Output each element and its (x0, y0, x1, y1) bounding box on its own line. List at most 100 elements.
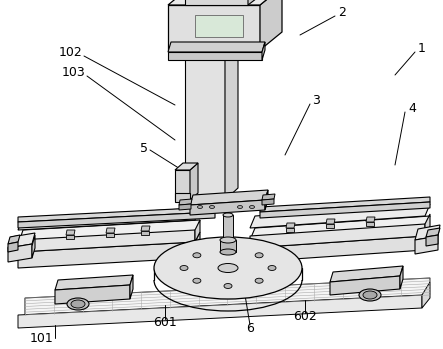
Ellipse shape (193, 278, 201, 283)
Polygon shape (185, 0, 248, 5)
Polygon shape (168, 42, 265, 52)
Bar (195, 15, 243, 37)
Polygon shape (18, 295, 422, 328)
Polygon shape (223, 215, 233, 240)
Polygon shape (168, 52, 262, 60)
Polygon shape (425, 226, 430, 250)
Text: 602: 602 (293, 310, 317, 322)
Ellipse shape (210, 206, 214, 208)
Text: 102: 102 (58, 45, 82, 59)
Polygon shape (179, 204, 191, 210)
Ellipse shape (359, 289, 381, 301)
Ellipse shape (193, 253, 201, 258)
Polygon shape (262, 199, 274, 205)
Ellipse shape (363, 291, 377, 299)
Polygon shape (260, 0, 282, 50)
Ellipse shape (218, 263, 238, 273)
Polygon shape (190, 200, 265, 215)
Polygon shape (130, 275, 133, 299)
Polygon shape (8, 242, 18, 252)
Ellipse shape (255, 278, 263, 283)
Polygon shape (18, 242, 195, 268)
Polygon shape (286, 223, 295, 228)
Polygon shape (262, 194, 275, 200)
Polygon shape (248, 0, 265, 5)
Polygon shape (195, 232, 200, 258)
Polygon shape (106, 233, 114, 237)
Text: 1: 1 (418, 42, 426, 54)
Polygon shape (141, 226, 150, 231)
Polygon shape (8, 233, 35, 248)
Polygon shape (18, 207, 215, 222)
Ellipse shape (220, 249, 236, 255)
Polygon shape (265, 190, 268, 210)
Polygon shape (260, 202, 430, 218)
Ellipse shape (237, 206, 242, 208)
Polygon shape (179, 199, 192, 205)
Polygon shape (106, 228, 115, 233)
Polygon shape (286, 228, 294, 232)
Polygon shape (330, 266, 403, 282)
Text: 103: 103 (61, 66, 85, 79)
Polygon shape (55, 275, 133, 290)
Polygon shape (168, 5, 260, 50)
Polygon shape (18, 208, 200, 230)
Polygon shape (225, 23, 238, 200)
Polygon shape (400, 266, 403, 289)
Polygon shape (175, 193, 190, 202)
Text: 601: 601 (153, 315, 177, 328)
Ellipse shape (71, 300, 85, 308)
Polygon shape (18, 220, 200, 245)
Polygon shape (415, 236, 438, 254)
Ellipse shape (180, 266, 188, 270)
Polygon shape (185, 23, 238, 35)
Polygon shape (262, 42, 265, 60)
Polygon shape (326, 219, 335, 224)
Ellipse shape (198, 206, 202, 208)
Polygon shape (18, 212, 215, 228)
Polygon shape (422, 282, 430, 308)
Text: 6: 6 (246, 321, 254, 334)
Polygon shape (66, 230, 75, 235)
Polygon shape (415, 225, 440, 240)
Polygon shape (190, 163, 198, 200)
Polygon shape (426, 228, 440, 237)
Polygon shape (250, 236, 425, 262)
Polygon shape (250, 224, 425, 248)
Polygon shape (260, 197, 430, 212)
Polygon shape (66, 235, 74, 239)
Polygon shape (175, 163, 198, 170)
Text: 101: 101 (30, 332, 54, 344)
Polygon shape (168, 0, 282, 5)
Polygon shape (32, 235, 35, 258)
Ellipse shape (223, 213, 233, 217)
Polygon shape (425, 214, 430, 236)
Text: 3: 3 (312, 94, 320, 106)
Polygon shape (25, 278, 430, 315)
Polygon shape (330, 276, 400, 295)
Polygon shape (141, 231, 149, 235)
Polygon shape (195, 220, 200, 242)
Ellipse shape (224, 247, 232, 252)
Polygon shape (8, 244, 32, 262)
Ellipse shape (255, 253, 263, 258)
Polygon shape (190, 190, 268, 205)
Polygon shape (55, 285, 130, 304)
Ellipse shape (67, 298, 89, 310)
Text: 4: 4 (408, 102, 416, 114)
Polygon shape (8, 235, 20, 244)
Ellipse shape (249, 206, 254, 208)
Ellipse shape (220, 237, 236, 243)
Ellipse shape (224, 283, 232, 289)
Polygon shape (366, 217, 375, 222)
Polygon shape (366, 222, 374, 226)
Polygon shape (426, 235, 438, 246)
Text: 2: 2 (338, 6, 346, 18)
Polygon shape (185, 35, 225, 200)
Polygon shape (250, 216, 430, 240)
Polygon shape (250, 204, 430, 228)
Polygon shape (220, 240, 236, 252)
Text: 5: 5 (140, 141, 148, 155)
Ellipse shape (268, 266, 276, 270)
Polygon shape (326, 224, 334, 228)
